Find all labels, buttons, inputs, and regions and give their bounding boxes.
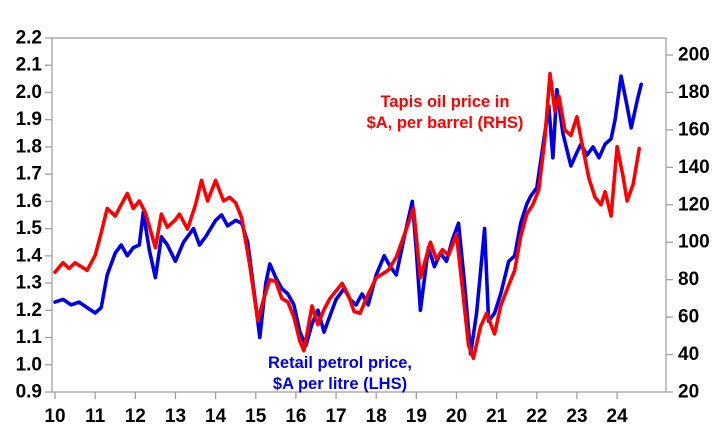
x-axis-tick-label: 17	[325, 406, 346, 427]
x-axis-tick-label: 11	[85, 406, 106, 427]
tapis-oil-price-line	[53, 71, 642, 361]
y-left-tick-label: 1.8	[16, 136, 42, 157]
series-label-tapis-line2: $A, per barrel (RHS)	[366, 114, 524, 132]
y-right-tick-label: 60	[678, 307, 699, 328]
y-left-tick-label: 1.1	[16, 327, 43, 348]
y-left-tick-label: 1.6	[16, 191, 42, 212]
x-axis-tick-label: 15	[245, 406, 267, 427]
series-label-tapis-line1: Tapis oil price in	[380, 93, 510, 111]
y-left-tick-label: 2.2	[16, 28, 42, 49]
x-axis-tick-label: 19	[406, 406, 427, 427]
series-label-petrol-line1: Retail petrol price,	[268, 354, 412, 372]
x-axis-tick-label: 14	[205, 406, 227, 427]
y-right-tick-label: 80	[678, 269, 699, 290]
series-label-tapis-oil: Tapis oil price in $A, per barrel (RHS)	[335, 92, 555, 134]
x-axis-tick-label: 16	[285, 406, 306, 427]
y-left-tick-label: 2.1	[16, 55, 43, 76]
series-label-retail-petrol: Retail petrol price, $A per litre (LHS)	[245, 353, 435, 395]
plot-border	[51, 37, 667, 393]
y-right-tick-label: 100	[678, 232, 710, 253]
y-right-tick-label: 200	[678, 45, 710, 66]
y-right-tick-label: 20	[678, 382, 699, 403]
x-axis-tick-label: 22	[526, 406, 547, 427]
y-left-tick-label: 1.7	[16, 164, 42, 185]
y-right-tick-label: 120	[678, 194, 710, 215]
y-left-tick-label: 2.0	[16, 82, 42, 103]
y-right-tick-label: 160	[678, 119, 710, 140]
retail-petrol-price-line	[53, 74, 644, 356]
x-axis-tick-label: 12	[125, 406, 146, 427]
y-left-tick-label: 1.0	[16, 354, 42, 375]
series-label-petrol-line2: $A per litre (LHS)	[272, 375, 408, 393]
x-axis-tick-label: 21	[486, 406, 508, 427]
y-right-tick-label: 140	[678, 157, 710, 178]
y-left-tick-label: 1.2	[16, 300, 42, 321]
x-axis-tick-label: 13	[165, 406, 186, 427]
y-right-tick-label: 180	[678, 82, 710, 103]
x-axis-tick-label: 20	[446, 406, 467, 427]
x-axis-tick-label: 23	[566, 406, 587, 427]
x-axis-tick-label: 10	[44, 406, 65, 427]
y-left-tick-label: 1.9	[16, 109, 42, 130]
y-left-tick-label: 1.3	[16, 273, 42, 294]
y-left-tick-label: 0.9	[16, 382, 42, 403]
y-left-tick-label: 1.5	[16, 218, 43, 239]
x-axis-tick-label: 18	[366, 406, 387, 427]
y-left-tick-label: 1.4	[16, 245, 43, 266]
y-right-tick-label: 40	[678, 344, 699, 365]
x-axis-tick-label: 24	[607, 406, 629, 427]
